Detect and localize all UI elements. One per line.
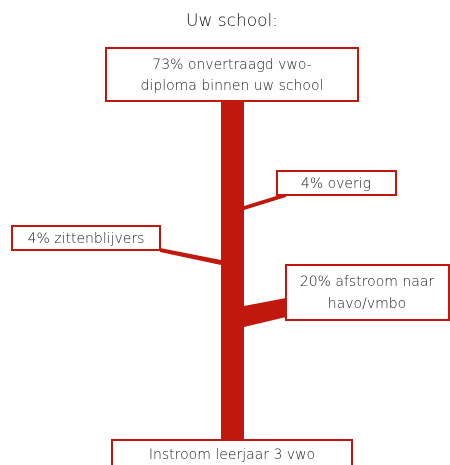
afstroom-flow bbox=[244, 298, 286, 327]
node-box bbox=[276, 170, 397, 196]
node-label: diploma binnen uw school bbox=[141, 78, 324, 94]
node-label: 20% afstroom naar bbox=[300, 274, 435, 290]
zittenblijvers-flow bbox=[160, 248, 221, 265]
node-box bbox=[111, 439, 353, 465]
trunk-flow bbox=[221, 100, 244, 442]
node-box bbox=[105, 47, 359, 102]
node-label: havo/vmbo bbox=[328, 296, 406, 312]
node-label: 4% zittenblijvers bbox=[28, 231, 145, 247]
diagram-title: Uw school: bbox=[186, 11, 278, 31]
node-label: 4% overig bbox=[301, 176, 371, 192]
node-label: Instroom leerjaar 3 vwo bbox=[149, 447, 315, 463]
node-label: 73% onvertraagd vwo- bbox=[152, 57, 311, 73]
node-box bbox=[11, 225, 161, 251]
node-box bbox=[285, 264, 450, 321]
overig-flow bbox=[244, 193, 286, 210]
